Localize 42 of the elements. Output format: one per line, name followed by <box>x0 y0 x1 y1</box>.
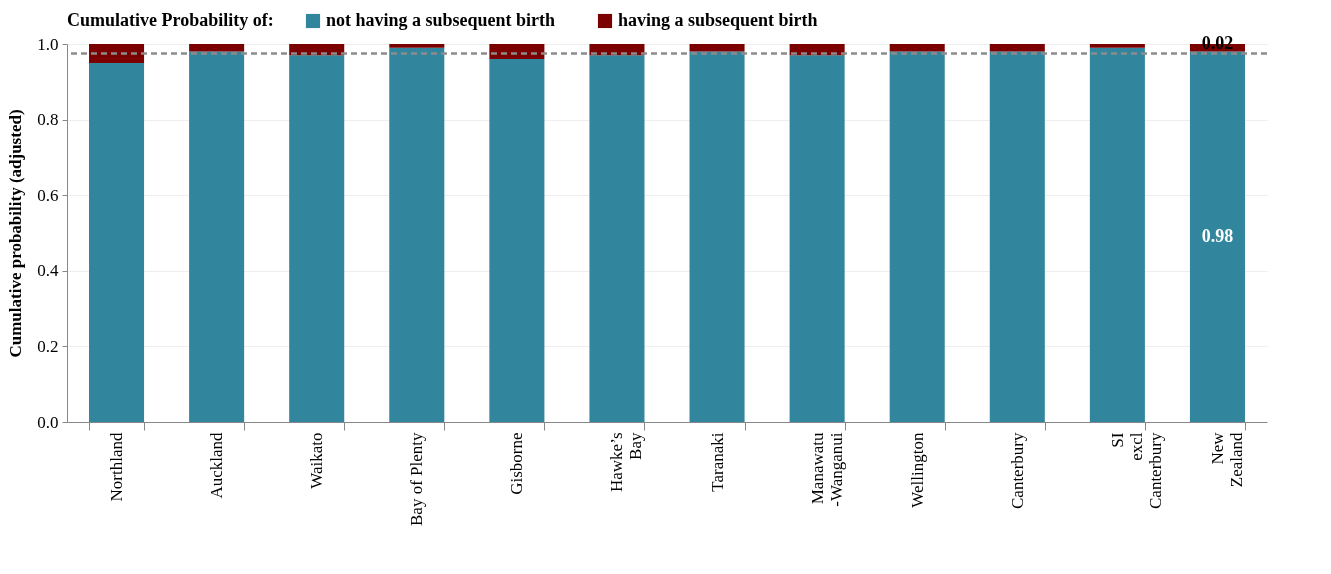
legend-title: Cumulative Probability of: <box>67 10 274 30</box>
x-tick-label: Northland <box>107 432 127 502</box>
x-tick-label: Waikato <box>307 432 327 489</box>
bar <box>389 44 445 48</box>
y-tick-label: 1.0 <box>37 34 59 54</box>
bar <box>389 47 445 422</box>
x-tick-label: Bay of Plenty <box>407 432 427 526</box>
legend-label: not having a subsequent birth <box>326 10 556 30</box>
bar <box>89 44 145 63</box>
bar <box>889 51 945 422</box>
bar <box>689 51 745 422</box>
x-tick-label: SI excl Canterbury <box>1107 432 1165 509</box>
bar <box>889 44 945 52</box>
bar <box>989 51 1045 422</box>
bar <box>1089 47 1145 422</box>
bar <box>789 55 845 422</box>
x-tick-label: Taranaki <box>707 432 727 492</box>
bar <box>89 62 145 422</box>
x-tick-label: Manawatu -Wanganui <box>807 432 846 507</box>
x-tick-label: Wellington <box>907 432 927 508</box>
y-tick-label: 0.8 <box>37 110 59 130</box>
x-tick-label: New Zealand <box>1207 431 1246 488</box>
y-tick-label: 0.0 <box>37 412 59 432</box>
bar <box>689 44 745 52</box>
x-tick-label: Hawke’s Bay <box>607 432 646 492</box>
y-tick-label: 0.6 <box>37 185 59 205</box>
bar <box>489 59 545 422</box>
bar <box>189 44 245 52</box>
bar <box>289 55 345 422</box>
data-label: 0.98 <box>1201 225 1234 246</box>
bar <box>1189 51 1245 422</box>
y-tick-label: 0.4 <box>37 261 59 281</box>
y-tick-label: 0.2 <box>37 336 59 356</box>
bar <box>1089 44 1145 48</box>
bar <box>589 55 645 422</box>
legend-label: having a subsequent birth <box>618 10 818 30</box>
bar <box>189 51 245 422</box>
x-tick-label: Canterbury <box>1007 432 1027 509</box>
bar <box>989 44 1045 52</box>
y-axis-title: Cumulative probability (adjusted) <box>6 109 26 358</box>
x-tick-label: Gisborne <box>507 432 527 495</box>
x-tick-label: Auckland <box>207 432 227 499</box>
